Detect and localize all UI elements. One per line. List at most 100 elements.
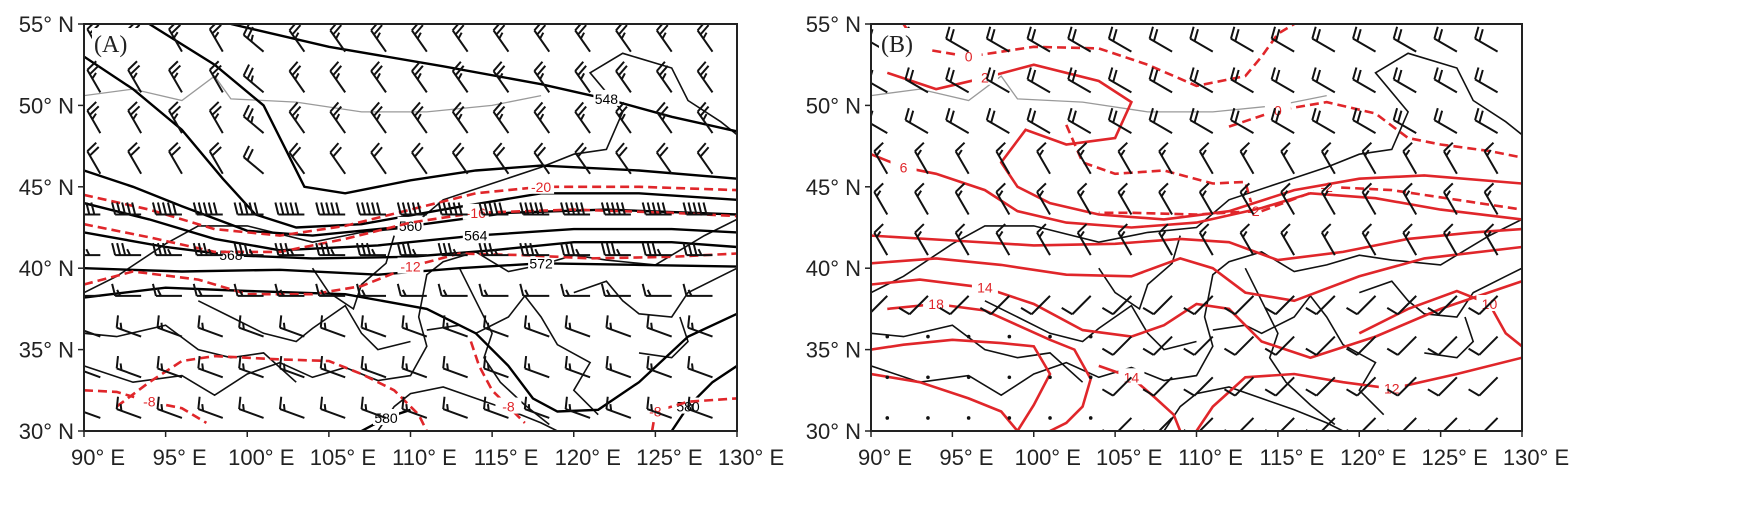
wind-barb-feather	[492, 101, 503, 113]
wind-barb-feather	[1229, 26, 1236, 39]
wind-barb-feather	[646, 396, 650, 410]
wind-barb-feather	[605, 396, 609, 410]
wind-barb-feather	[658, 146, 669, 158]
wind-barb-feather	[329, 24, 338, 32]
wind-barb-feather	[291, 105, 302, 117]
wind-barb-feather	[650, 404, 653, 411]
wind-barb-feather	[76, 315, 77, 327]
wind-barb	[319, 315, 346, 338]
wind-barb-feather	[523, 315, 528, 328]
wind-barb-feather	[1030, 110, 1037, 123]
wind-barb-feather	[904, 67, 910, 80]
wind-barb-feather	[1352, 26, 1358, 39]
wind-barb-feather	[641, 202, 647, 215]
wind-barb-feather	[454, 24, 465, 36]
wind-barb	[1433, 107, 1458, 134]
lat-tick-label: 35° N	[19, 338, 74, 363]
wind-barb-feather	[447, 242, 453, 256]
wind-barb	[615, 142, 632, 175]
wind-barb-feather	[373, 146, 383, 158]
wind-barb-feather	[618, 105, 628, 117]
wind-barb-staff	[1356, 335, 1377, 356]
lat-tick-label: 30° N	[19, 419, 74, 444]
wind-barb-staff	[1315, 295, 1336, 315]
lat-tick-label: 30° N	[806, 419, 861, 444]
wind-barb-feather	[656, 142, 666, 154]
wind-barb-staff	[1275, 376, 1295, 397]
wind-barb-feather	[294, 113, 300, 121]
wind-barb-feather	[170, 105, 182, 116]
wind-barb-staff	[168, 150, 183, 175]
wind-barb-feather	[416, 72, 422, 80]
wind-barb-feather	[370, 24, 378, 32]
wind-barb-feather	[197, 355, 201, 369]
wind-barb-feather	[91, 72, 97, 80]
wind-barb	[1107, 107, 1132, 134]
wind-barb-feather	[483, 289, 489, 297]
wind-barb-feather	[278, 315, 283, 328]
wind-barb-feather	[411, 142, 421, 154]
wind-barb-feather	[323, 322, 327, 330]
contour-label-bg	[923, 295, 950, 312]
wind-barb	[1158, 141, 1173, 175]
wind-barb-staff	[1271, 78, 1295, 94]
wind-barb	[1474, 67, 1499, 94]
wind-barb	[274, 202, 305, 216]
province-boundary-line	[871, 218, 1522, 397]
wind-barb	[655, 24, 673, 53]
wind-barb	[1483, 182, 1499, 215]
geopotential-height-contour	[84, 55, 737, 229]
wind-barb-feather	[168, 101, 179, 112]
wind-barb	[687, 396, 713, 419]
wind-barb	[411, 142, 428, 175]
wind-barb	[954, 182, 970, 215]
wind-barb	[483, 315, 509, 338]
wind-barb	[451, 101, 469, 134]
wind-barb-feather	[697, 248, 703, 256]
wind-barb-feather	[111, 283, 117, 297]
wind-barb-feather	[990, 29, 996, 42]
wind-barb-staff	[127, 150, 143, 175]
wind-barb	[1264, 376, 1295, 397]
wind-barb	[156, 315, 183, 338]
wind-barb	[411, 61, 428, 93]
wind-barb-staff	[908, 295, 929, 315]
wind-barb	[1142, 295, 1173, 316]
wind-barb-feather	[533, 61, 544, 72]
wind-barb-feather	[620, 113, 626, 121]
wind-barb-feather	[416, 113, 422, 121]
lon-tick-label: 90° E	[71, 445, 125, 470]
wind-barb	[442, 315, 468, 338]
wind-barb-feather	[442, 355, 446, 369]
wind-barb	[197, 396, 224, 419]
wind-barb-feather	[519, 242, 525, 256]
lat-tick-label: 50° N	[19, 93, 74, 118]
lon-tick-label: 100° E	[1015, 445, 1081, 470]
panel-b-map: 00-2-226141814121055° N50° N45° N40° N35…	[806, 12, 1569, 470]
province-boundary-line	[984, 300, 1197, 351]
province-boundary-line	[1163, 386, 1344, 431]
wind-barb	[523, 355, 550, 379]
wind-barb-feather	[687, 202, 693, 215]
wind-barb	[278, 315, 305, 338]
wind-barb	[696, 101, 714, 134]
wind-barb-feather	[329, 101, 340, 113]
wind-barb	[1386, 376, 1417, 397]
wind-barb	[315, 283, 346, 297]
wind-barb	[1320, 141, 1336, 175]
lon-tick-label: 95° E	[153, 445, 207, 470]
wind-barb	[329, 61, 347, 93]
wind-barb-feather	[209, 101, 220, 112]
wind-barb-feather	[865, 67, 868, 79]
wind-barb-feather	[111, 242, 117, 256]
wind-barb-feather	[330, 248, 336, 256]
wind-barb	[1148, 67, 1173, 94]
wind-barb-feather	[71, 202, 74, 214]
wind-barb-feather	[91, 113, 97, 120]
lon-tick-label: 105° E	[310, 445, 376, 470]
province-boundary-line	[197, 300, 411, 351]
wind-barb-feather	[294, 32, 300, 40]
wind-barb-feather	[998, 230, 1004, 238]
wind-barb-feather	[527, 322, 531, 330]
wind-barb-feather	[486, 404, 490, 411]
